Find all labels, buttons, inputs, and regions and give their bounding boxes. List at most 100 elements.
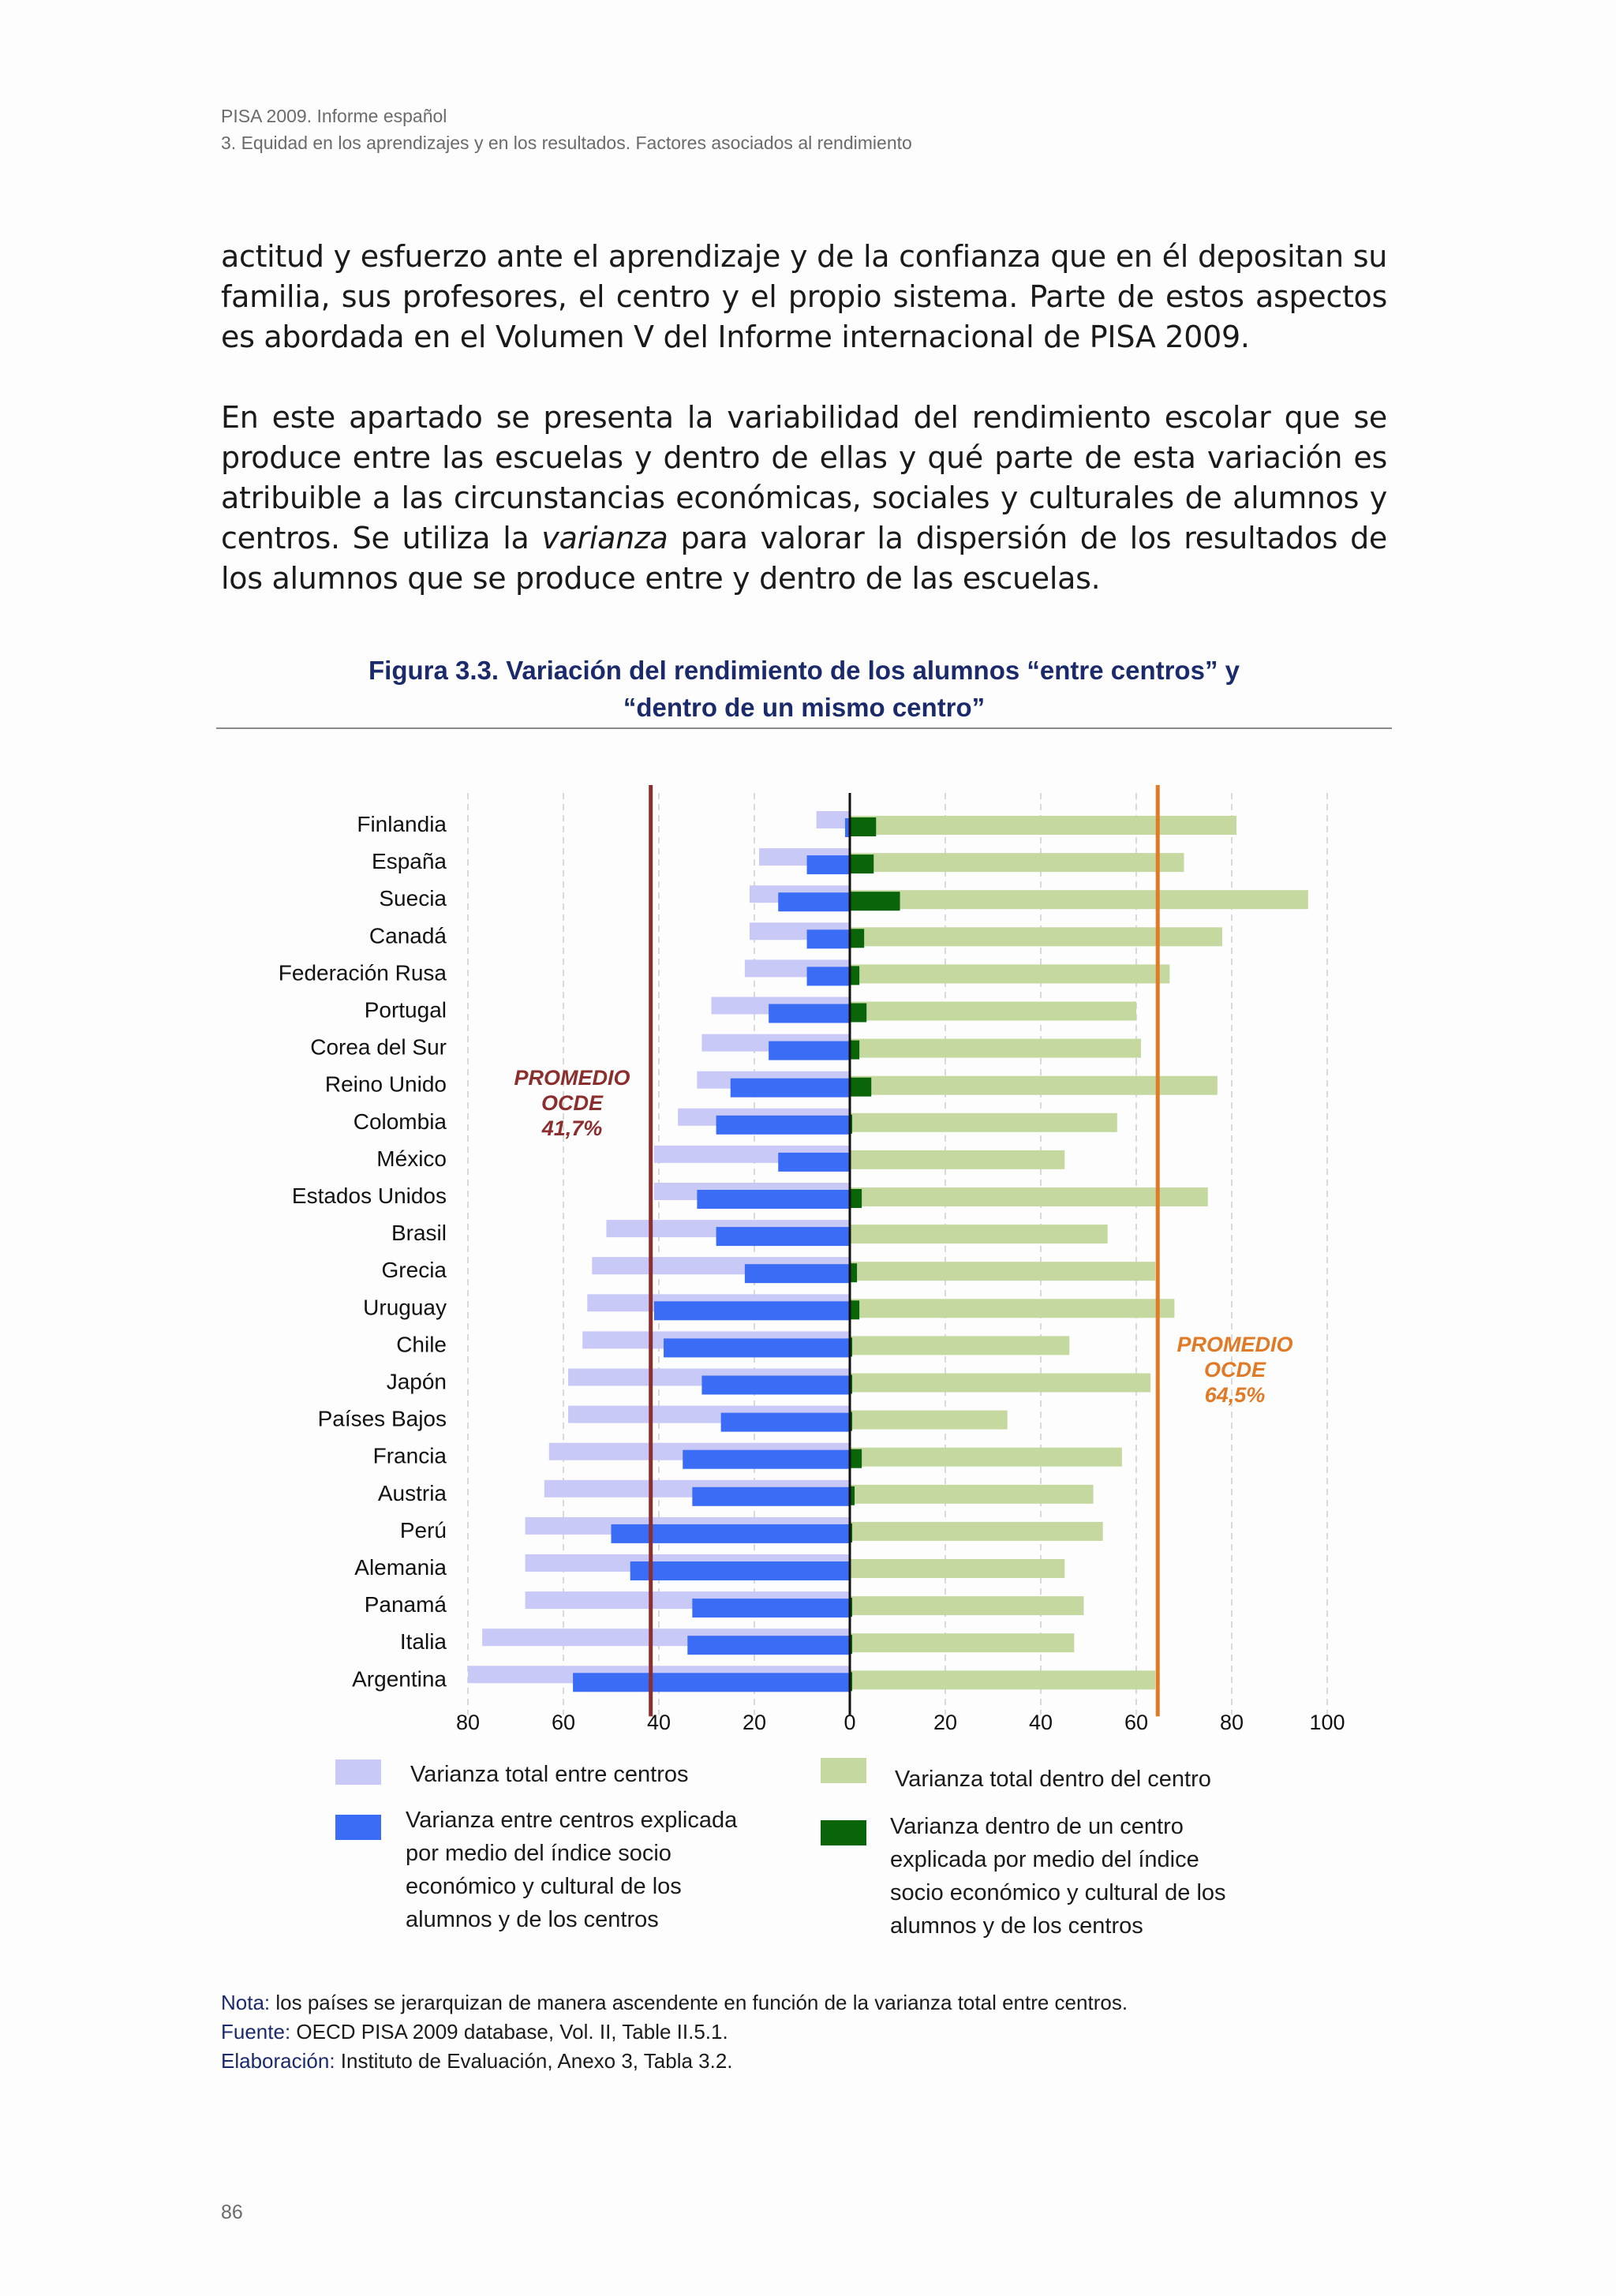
bar-total-within [850,890,1308,910]
bar-explained-between [769,1041,850,1060]
bar-total-within [850,1484,1094,1504]
bar-total-within [850,1150,1065,1169]
bar-explained-within [850,817,877,836]
bar-total-within [850,1112,1117,1132]
legend-swatch-explained-between [335,1815,381,1840]
paragraph-2-text-a: En este apartado se presenta la variabil… [221,400,1387,555]
category-label: México [376,1146,447,1171]
category-label: Suecia [379,886,447,911]
category-label: Argentina [352,1666,447,1691]
bar-explained-between [687,1636,850,1655]
category-label: Colombia [354,1109,447,1134]
reference-label: PROMEDIO [514,1066,630,1090]
bar-explained-within [850,1263,858,1283]
bar-explained-within [850,1486,855,1505]
bar-total-within [850,1187,1208,1206]
bar-explained-within [850,1300,860,1320]
bar-explained-between [716,1227,850,1247]
bar-explained-within [850,1449,862,1468]
bar-total-within [850,1225,1108,1244]
x-tick-label: 60 [1124,1711,1148,1734]
bar-explained-within [850,1040,860,1060]
bar-total-within [850,927,1222,947]
bar-total-within [850,1559,1065,1578]
bar-total-between [816,811,850,828]
bar-explained-between [744,1264,850,1284]
bar-explained-within [850,1189,862,1208]
x-tick-label: 80 [456,1711,480,1734]
bar-explained-within [850,1003,867,1023]
bar-explained-between [611,1524,850,1543]
bar-total-within [850,1596,1084,1616]
category-label: Alemania [354,1555,447,1580]
bar-explained-between [664,1338,850,1358]
header-line-1: PISA 2009. Informe español [221,106,447,126]
bar-explained-within [850,1337,853,1357]
bar-explained-within [850,966,860,985]
legend-line: alumnos y de los centros [890,1913,1143,1939]
bar-explained-between [730,1078,850,1098]
bar-explained-between [769,1004,850,1023]
legend-swatch-explained-within [821,1820,866,1845]
header-line-2: 3. Equidad en los aprendizajes y en los … [221,133,912,153]
legend-line: alumnos y de los centros [406,1907,659,1932]
bar-explained-between [701,1375,850,1395]
legend-line: económico y cultural de los [406,1874,682,1899]
bar-explained-between [806,929,850,949]
reference-label: OCDE [541,1091,604,1115]
reference-label: 41,7% [541,1116,603,1140]
bar-explained-between [653,1301,850,1321]
note-line: Nota: los países se jerarquizan de maner… [221,1988,1128,2017]
bar-explained-between [697,1190,850,1209]
bar-explained-within [850,1523,853,1543]
bar-explained-between [692,1486,850,1506]
category-label: Panamá [365,1592,447,1617]
bar-total-within [850,853,1184,873]
figure-title-line-1: Figura 3.3. Variación del rendimiento de… [368,656,1240,685]
source-label: Fuente: [221,2020,291,2044]
bar-total-within [850,1001,1136,1021]
source-line: Fuente: OECD PISA 2009 database, Vol. II… [221,2017,1128,2047]
bar-explained-between [844,818,850,837]
bar-explained-within [850,929,865,948]
bar-total-within [850,816,1237,835]
bar-total-within [850,1336,1070,1356]
bar-explained-between [806,967,850,986]
paragraph-2: En este apartado se presenta la variabil… [221,398,1387,599]
figure-notes: Nota: los países se jerarquizan de maner… [221,1988,1128,2076]
figure-title-line-2: “dentro de un mismo centro” [623,693,986,722]
category-label: Estados Unidos [292,1184,447,1208]
bar-total-within [850,1633,1075,1653]
legend-swatch-total-within [821,1758,866,1783]
bar-total-within [850,1447,1122,1467]
elaboration-line: Elaboración: Instituto de Evaluación, An… [221,2047,1128,2076]
bar-total-within [850,1075,1218,1095]
category-label: Japón [387,1370,447,1394]
note-text: los países se jerarquizan de manera asce… [270,1991,1128,2014]
x-tick-label: 100 [1309,1711,1345,1734]
source-text: OECD PISA 2009 database, Vol. II, Table … [290,2020,728,2044]
bar-explained-within [850,1374,853,1394]
category-label: Finlandia [357,812,447,836]
page-number: 86 [221,2201,243,2223]
reference-label: PROMEDIO [1176,1333,1292,1356]
bar-total-within [850,1670,1156,1690]
bar-total-within [850,1410,1008,1430]
category-label: Países Bajos [318,1407,447,1431]
bar-explained-within [850,1635,853,1655]
bar-total-within [850,1299,1175,1318]
x-tick-label: 0 [844,1711,855,1734]
bar-total-within [850,964,1170,984]
bar-explained-within [850,854,874,874]
bar-explained-between [692,1599,850,1618]
legend-swatch-total-between [335,1759,381,1785]
x-tick-label: 40 [1029,1711,1053,1734]
reference-label: OCDE [1204,1358,1266,1382]
reference-label: 64,5% [1205,1383,1266,1407]
bar-explained-between [778,892,850,912]
legend-label-explained-within: Varianza dentro de un centro explicada p… [890,1810,1226,1943]
category-label: Grecia [382,1258,447,1282]
paragraph-1: actitud y esfuerzo ante el aprendizaje y… [221,239,1387,354]
bar-total-within [850,1521,1103,1541]
bar-explained-within [850,1598,853,1617]
